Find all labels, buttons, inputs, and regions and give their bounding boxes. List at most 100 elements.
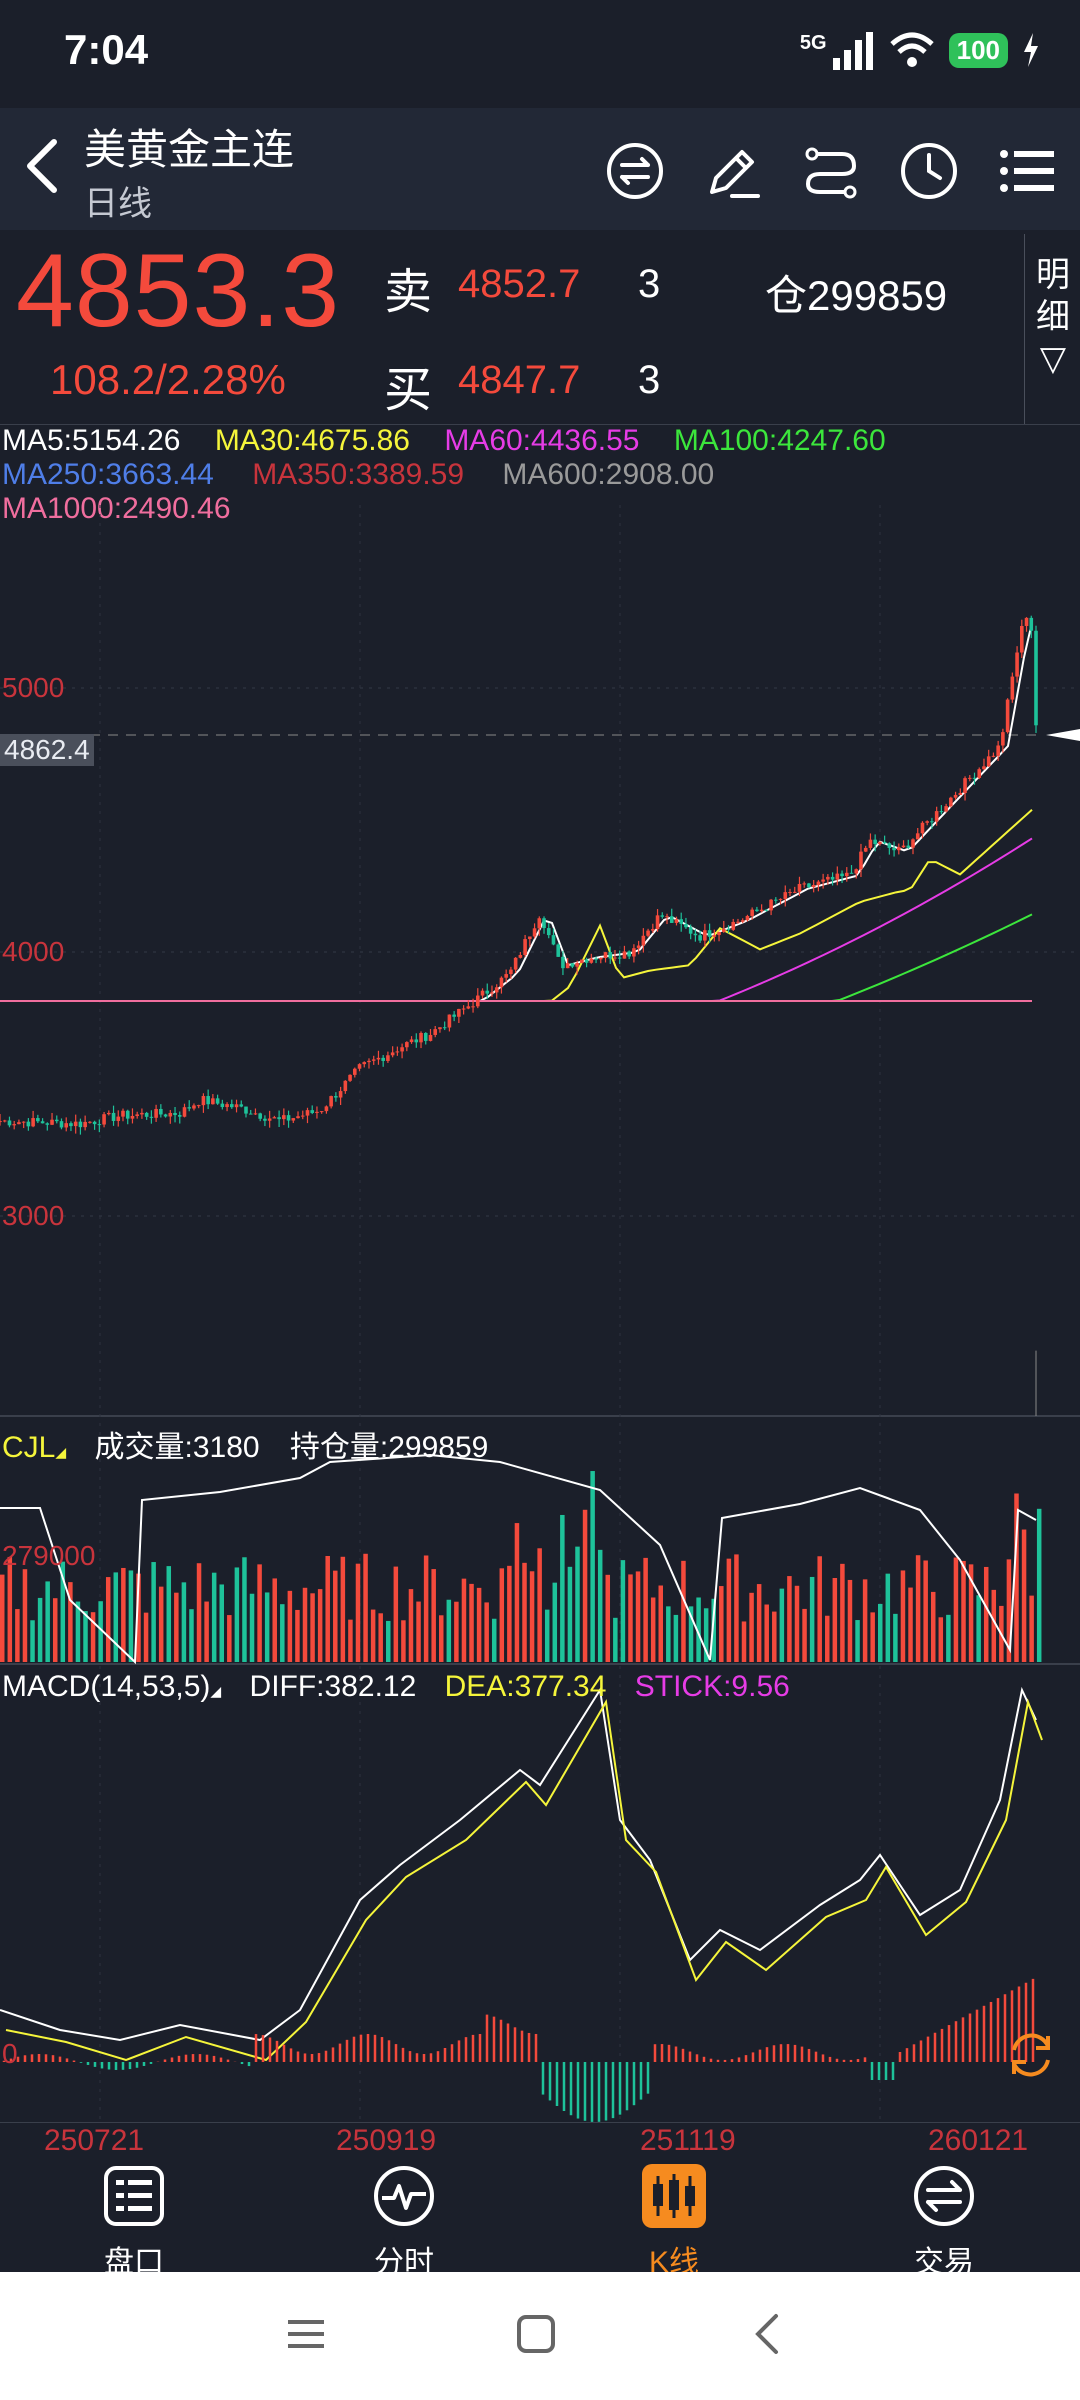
volume-bar xyxy=(991,1589,997,1662)
candle-body xyxy=(296,1116,300,1119)
candle-body xyxy=(726,928,731,930)
volume-panel-header[interactable]: CJL◢ 成交量:3180 持仓量:299859 xyxy=(2,1422,488,1466)
volume-bar xyxy=(930,1591,936,1662)
volume-bar xyxy=(340,1556,346,1662)
volume-axis-label: 279000 xyxy=(2,1540,96,1571)
candle-body xyxy=(352,1068,357,1075)
draw-pencil-icon[interactable] xyxy=(702,140,764,202)
buy-price[interactable]: 4847.7 xyxy=(458,358,581,402)
candle-body xyxy=(343,1080,348,1092)
volume-bar xyxy=(143,1612,149,1662)
volume-bar xyxy=(7,1556,13,1662)
candle-body xyxy=(627,951,631,957)
candle-body xyxy=(475,995,480,1007)
volume-bar xyxy=(68,1582,73,1662)
candle-body xyxy=(887,843,892,848)
candle-body xyxy=(319,1111,324,1113)
volume-bar xyxy=(469,1583,474,1662)
candle-body xyxy=(764,909,769,911)
menu-list-icon[interactable] xyxy=(996,140,1058,202)
candle-body xyxy=(509,969,513,975)
candle-body xyxy=(693,933,698,936)
sell-price[interactable]: 4852.7 xyxy=(458,262,581,306)
macd-panel-header[interactable]: MACD(14,53,5)◢ DIFF:382.12 DEA:377.34 ST… xyxy=(2,1670,790,1704)
candle-body xyxy=(267,1118,272,1121)
candle-body xyxy=(651,929,655,931)
candle-body xyxy=(310,1110,315,1113)
volume-bar xyxy=(590,1471,595,1662)
open-interest-line xyxy=(0,1453,1037,1665)
volume-bar xyxy=(242,1557,247,1662)
candle-body xyxy=(731,921,736,930)
volume-bar xyxy=(703,1608,709,1662)
volume-bar xyxy=(900,1570,906,1662)
refresh-icon[interactable] xyxy=(1004,2028,1058,2082)
candle-body xyxy=(542,918,546,929)
candle-body xyxy=(215,1098,220,1104)
nav-kline[interactable]: K线 xyxy=(604,2164,744,2281)
volume-bar xyxy=(802,1608,807,1662)
home-icon[interactable] xyxy=(514,2312,558,2356)
candle-body xyxy=(428,1034,433,1041)
candle-body xyxy=(494,987,499,993)
detail-toggle-button[interactable]: 明 细 ▽ xyxy=(1024,234,1080,424)
volume-bar xyxy=(514,1523,520,1662)
kline-chart[interactable] xyxy=(0,425,1080,2160)
candle-body xyxy=(792,891,797,893)
nav-orderbook[interactable]: 盘口 xyxy=(64,2164,204,2281)
candle-body xyxy=(102,1114,106,1125)
macd-indicator-name[interactable]: MACD(14,53,5) xyxy=(2,1670,211,1703)
candle-body xyxy=(551,935,556,945)
volume-bar xyxy=(310,1593,315,1662)
candle-body xyxy=(40,1121,45,1124)
volume-bar xyxy=(333,1570,338,1662)
ma-legend-row3: MA1000:2490.46 xyxy=(2,492,231,526)
macd-diff-line xyxy=(0,1686,1037,2042)
candle-body xyxy=(390,1052,395,1056)
candle-body xyxy=(783,892,788,899)
volume-bar xyxy=(953,1557,959,1662)
volume-bar xyxy=(567,1566,573,1662)
volume-bar xyxy=(37,1597,43,1662)
candle-body xyxy=(21,1121,26,1123)
sell-label: 卖 xyxy=(384,266,433,319)
macd-dea-line xyxy=(5,1698,1043,2062)
recent-apps-icon[interactable] xyxy=(284,2312,328,2356)
candle-body xyxy=(409,1039,414,1043)
volume-bar xyxy=(946,1614,951,1662)
volume-bar xyxy=(189,1609,194,1662)
candle-body xyxy=(78,1121,83,1128)
history-clock-icon[interactable] xyxy=(898,140,960,202)
nav-intraday[interactable]: 分时 xyxy=(334,2164,474,2281)
volume-indicator-name[interactable]: CJL xyxy=(2,1431,56,1464)
candle-body xyxy=(116,1116,121,1121)
ma600-value: MA600:2908.00 xyxy=(502,458,715,491)
volume-bar xyxy=(840,1563,845,1662)
volume-bar xyxy=(386,1620,391,1662)
candle-body xyxy=(868,839,873,848)
candle-body xyxy=(835,873,840,880)
candle-body xyxy=(386,1055,390,1061)
candle-body xyxy=(329,1096,333,1107)
indicator-curve-icon[interactable] xyxy=(800,140,862,202)
switch-contract-icon[interactable] xyxy=(604,140,666,202)
volume-bar xyxy=(1021,1529,1027,1662)
back-arrow-icon[interactable] xyxy=(22,136,62,196)
period-label[interactable]: 日线 xyxy=(84,185,152,223)
volume-bar xyxy=(582,1509,588,1662)
candle-body xyxy=(589,958,594,963)
candle-body xyxy=(499,977,504,988)
candle-body xyxy=(897,847,901,851)
nav-trade[interactable]: 交易 xyxy=(874,2164,1014,2281)
candle-body xyxy=(248,1113,253,1115)
contract-title[interactable]: 美黄金主连 xyxy=(84,126,295,173)
system-back-icon[interactable] xyxy=(746,2310,790,2358)
candle-body xyxy=(471,1006,475,1008)
candle-body xyxy=(528,936,532,940)
candle-body xyxy=(206,1096,210,1105)
macd-dea-value: DEA:377.34 xyxy=(444,1670,607,1703)
volume-bar xyxy=(915,1555,921,1662)
candle-body xyxy=(17,1122,21,1125)
candle-body xyxy=(0,1121,2,1123)
volume-bar xyxy=(257,1564,262,1662)
